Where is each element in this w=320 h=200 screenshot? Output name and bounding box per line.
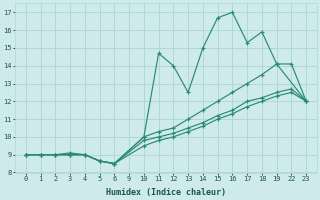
- X-axis label: Humidex (Indice chaleur): Humidex (Indice chaleur): [106, 188, 226, 197]
